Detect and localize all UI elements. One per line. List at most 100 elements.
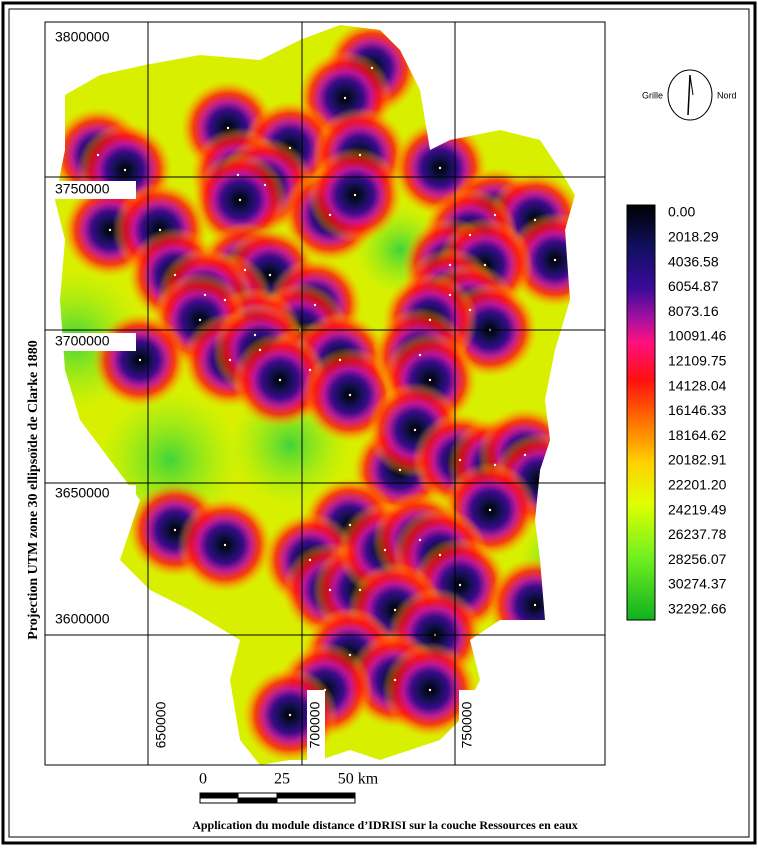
water-point	[493, 213, 497, 217]
water-point	[393, 678, 397, 682]
water-point	[203, 293, 207, 297]
easting-label: 750000	[459, 701, 475, 748]
water-point	[268, 273, 272, 277]
water-point	[96, 153, 100, 157]
water-point	[173, 528, 177, 532]
water-point	[308, 368, 312, 372]
label-bg	[50, 333, 136, 351]
map-grid	[44, 21, 606, 766]
water-point	[123, 168, 127, 172]
legend-colorbar	[626, 204, 656, 621]
legend-label: 14128.04	[668, 377, 727, 393]
northing-label: 3600000	[55, 611, 110, 627]
water-point	[253, 333, 257, 337]
water-point	[448, 263, 452, 267]
water-point	[348, 393, 352, 397]
water-point	[263, 183, 267, 187]
water-point	[418, 353, 422, 357]
water-point	[523, 453, 527, 457]
northing-label: 3750000	[55, 181, 110, 197]
water-point	[243, 268, 247, 272]
water-point	[328, 213, 332, 217]
water-point	[226, 126, 230, 130]
water-point	[238, 198, 242, 202]
water-point	[198, 318, 202, 322]
scale-label: 0	[199, 771, 207, 788]
northing-label: 3700000	[55, 333, 110, 349]
water-point	[358, 153, 362, 157]
scale-label: 50 km	[338, 771, 379, 788]
scale-bar	[199, 792, 356, 804]
legend-label: 12109.75	[668, 353, 727, 369]
legend-label: 24219.49	[668, 501, 727, 517]
legend-label: 6054.87	[668, 278, 719, 294]
water-point	[393, 608, 397, 612]
water-point	[348, 523, 352, 527]
water-point	[278, 378, 282, 382]
label-bg	[50, 29, 136, 47]
label-bg	[153, 690, 171, 760]
water-point	[288, 713, 292, 717]
water-point	[428, 378, 432, 382]
inner-frame	[8, 8, 750, 838]
compass-label: Grille	[642, 90, 663, 100]
label-bg	[50, 181, 136, 199]
water-point	[308, 558, 312, 562]
northing-label: 3800000	[55, 29, 110, 45]
legend-label: 32292.66	[668, 601, 727, 617]
water-point	[468, 308, 472, 312]
water-point	[428, 688, 432, 692]
legend-label: 0.00	[668, 204, 695, 220]
legend-label: 30274.37	[668, 576, 727, 592]
water-point	[358, 588, 362, 592]
water-point	[108, 228, 112, 232]
easting-label: 700000	[307, 701, 323, 748]
water-point	[483, 263, 487, 267]
water-point	[438, 553, 442, 557]
water-point	[353, 193, 357, 197]
water-point	[228, 358, 232, 362]
water-point	[348, 653, 352, 657]
compass-label: Nord	[717, 90, 737, 100]
water-point	[398, 468, 402, 472]
caption: Application du module distance d’IDRISI …	[192, 818, 578, 832]
label-bg	[50, 611, 136, 629]
water-point	[223, 543, 227, 547]
legend-label: 8073.16	[668, 303, 719, 319]
water-point	[418, 538, 422, 542]
northing-label: 3650000	[55, 485, 110, 501]
legend-label: 22201.20	[668, 477, 727, 493]
water-point	[553, 258, 557, 262]
water-point	[383, 548, 387, 552]
legend-label: 26237.78	[668, 526, 727, 542]
label-bg	[459, 690, 477, 760]
water-point	[468, 233, 472, 237]
water-point	[173, 273, 177, 277]
water-point	[138, 358, 142, 362]
legend-label: 16146.33	[668, 402, 727, 418]
legend-label: 4036.58	[668, 253, 719, 269]
axis-title: Projection UTM zone 30 ellipsoïde de Cla…	[26, 340, 41, 640]
water-point	[343, 96, 347, 100]
water-point	[458, 583, 462, 587]
label-bg	[50, 485, 136, 503]
water-point	[223, 298, 227, 302]
water-point	[533, 218, 537, 222]
water-point	[413, 428, 417, 432]
label-bg	[307, 690, 325, 760]
water-point	[258, 348, 262, 352]
legend-label: 20182.91	[668, 452, 727, 468]
water-point	[428, 318, 432, 322]
water-point	[370, 66, 374, 70]
easting-label: 650000	[153, 701, 169, 748]
water-point	[538, 478, 542, 482]
water-point	[493, 463, 497, 467]
water-point	[236, 173, 240, 177]
distance-raster	[55, 25, 575, 765]
water-point	[448, 293, 452, 297]
legend-label: 18164.62	[668, 427, 727, 443]
water-point	[313, 303, 317, 307]
water-point	[458, 458, 462, 462]
